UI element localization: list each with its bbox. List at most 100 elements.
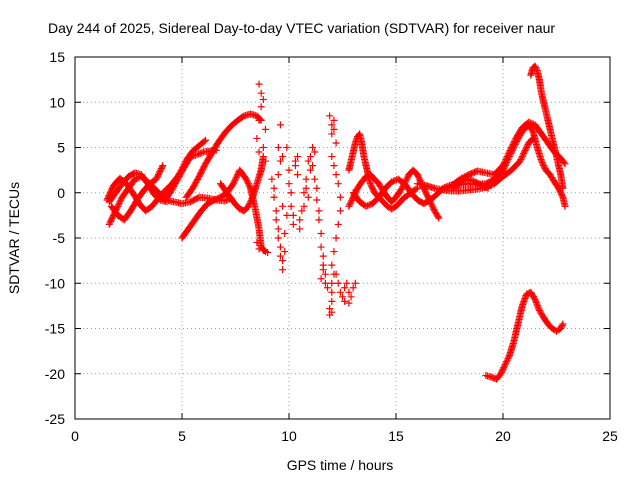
y-tick-label: -5 [53,230,66,246]
data-point [532,299,540,307]
data-point [309,144,317,151]
data-point [533,300,541,308]
series-track-j [345,166,443,222]
data-point [499,365,507,373]
data-point [330,116,338,124]
data-point [561,202,569,210]
data-point [193,151,201,159]
data-point [330,125,338,133]
data-point [498,367,506,375]
data-point [560,158,568,166]
data-point [245,201,253,209]
data-point [500,163,508,171]
data-point [264,248,272,256]
data-point [330,162,338,170]
data-point [348,196,356,204]
data-point [516,132,524,140]
data-point [336,193,344,201]
series-track-c [107,162,167,224]
data-point [414,172,422,180]
data-point [285,166,293,174]
data-point [389,177,397,185]
data-point [259,144,267,151]
data-point [274,171,282,179]
data-point [153,174,161,182]
data-point [105,220,113,228]
data-point [302,184,310,192]
data-point [368,184,376,192]
data-point [559,320,567,328]
data-point [221,197,229,205]
data-point [257,89,265,97]
data-point [365,201,373,209]
x-tick-label: 10 [281,428,297,444]
data-point [194,175,202,183]
data-point [538,157,546,165]
data-point [515,133,523,141]
data-point [503,157,511,165]
data-point [296,225,304,233]
data-point [319,266,327,274]
data-point [415,174,423,182]
data-point [131,175,139,183]
data-point [508,147,516,155]
data-point [253,239,261,247]
data-point [172,178,180,186]
data-point [175,172,183,180]
y-tick-label: 5 [57,140,65,156]
data-point [532,64,540,72]
series-scatter-1 [253,80,269,255]
data-point [330,248,338,256]
data-point [289,220,297,228]
data-point [255,148,263,156]
data-point [511,140,519,148]
data-point [193,177,201,185]
data-point [534,303,542,311]
data-point [369,186,377,194]
data-point [413,171,421,179]
data-point [259,247,267,255]
data-point [107,216,115,224]
series-track-l [413,134,537,195]
data-point [232,175,239,183]
data-point [190,183,198,191]
data-point [388,178,396,186]
data-point [345,288,353,296]
series-scatter-3 [296,144,332,292]
data-point [403,174,411,182]
data-point [347,198,355,206]
data-point [274,144,282,151]
data-point [321,279,329,287]
data-point [115,199,123,207]
data-point [176,171,184,179]
data-point [512,139,520,147]
data-point [539,160,547,168]
data-point [336,207,344,215]
data-point [174,175,182,183]
data-point [212,195,220,203]
y-tick-label: 10 [49,94,65,110]
data-point [213,195,221,203]
data-point [345,299,353,307]
data-point [268,175,276,183]
data-point [157,166,165,174]
data-point [520,150,528,158]
data-point [519,151,527,159]
data-point [115,201,123,209]
y-tick-label: 0 [57,185,65,201]
series-scatter-2 [268,121,302,274]
data-point [430,205,438,213]
data-point [332,234,340,242]
data-point [317,275,325,283]
data-point [326,112,334,120]
data-point [514,135,522,143]
data-point [248,195,256,203]
y-axis-title: SDTVAR / TECUs [6,182,22,294]
data-point [234,171,242,179]
data-point [521,147,529,155]
data-point [336,288,344,296]
data-point [428,202,436,210]
data-point [246,198,254,206]
data-point [291,162,299,170]
data-point [328,261,336,269]
